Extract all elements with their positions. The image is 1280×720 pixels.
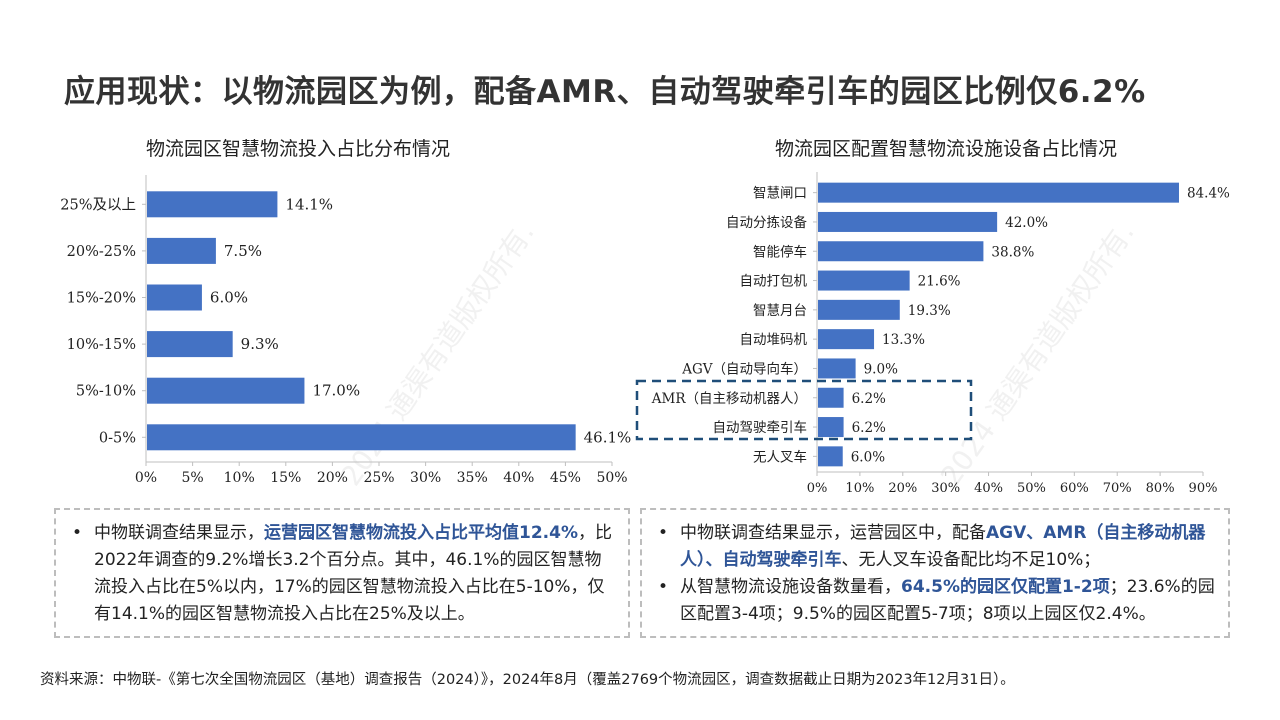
data-label: 6.0%: [851, 449, 885, 465]
data-label: 6.2%: [852, 420, 886, 436]
bar: [147, 424, 576, 451]
x-tick-label: 40%: [974, 481, 1003, 496]
x-tick-label: 0%: [807, 481, 828, 496]
bar: [147, 191, 278, 218]
data-label: 9.3%: [241, 335, 279, 353]
right-note-highlight: 64.5%的园区仅配置1-2项: [901, 577, 1110, 597]
x-tick-label: 60%: [1060, 481, 1089, 496]
data-label: 6.0%: [210, 289, 248, 307]
category-label: AMR（自主移动机器人）: [651, 391, 807, 407]
data-label: 17.0%: [312, 382, 360, 400]
bar: [147, 284, 202, 311]
left-bar-chart: 0% 5% 10% 15% 20% 25% 30% 35% 40% 45% 50% 25%及以上 14.…: [60, 175, 632, 486]
right-summary-item: 中物联调查结果显示，运营园区中，配备AGV、AMR（自主移动机器人）、自动驾驶牵…: [654, 520, 1218, 574]
bar: [818, 211, 998, 232]
data-label: 7.5%: [224, 242, 262, 260]
x-tick-label: 0%: [135, 470, 157, 486]
data-label: 46.1%: [584, 428, 632, 446]
x-tick-label: 50%: [1017, 481, 1046, 496]
data-label: 6.2%: [852, 391, 886, 407]
category-label: 15%-20%: [67, 291, 136, 307]
page-title: 应用现状：以物流园区为例，配备AMR、自动驾驶牵引车的园区比例仅6.2%: [64, 74, 1146, 110]
category-label: 智能停车: [753, 243, 807, 260]
bar: [818, 241, 984, 262]
bar: [147, 377, 305, 404]
category-label: 0-5%: [99, 430, 136, 446]
category-label: 智慧闸口: [753, 186, 807, 202]
left-chart-title: 物流园区智慧物流投入占比分布情况: [146, 138, 451, 160]
bar: [818, 417, 844, 438]
data-label: 38.8%: [991, 244, 1034, 260]
x-tick-label: 90%: [1189, 481, 1218, 496]
right-note-text: ；23.6%的园区配置3-4项；9.5%的园区配置5-7项；8项以上园区仅2.4…: [680, 577, 1215, 624]
right-summary-item: 从智慧物流设施设备数量看，64.5%的园区仅配置1-2项；23.6%的园区配置3…: [654, 574, 1218, 628]
right-summary-box: 中物联调查结果显示，运营园区中，配备AGV、AMR（自主移动机器人）、自动驾驶牵…: [640, 508, 1230, 638]
right-note-text: 、无人叉车设备配比均不足10%；: [841, 550, 1101, 570]
x-tick-label: 10%: [224, 470, 255, 486]
category-label: 自动驾驶牵引车: [713, 419, 808, 436]
right-chart-title: 物流园区配置智慧物流设施设备占比情况: [775, 138, 1118, 160]
bar: [818, 299, 900, 320]
data-label: 14.1%: [285, 195, 333, 213]
data-label: 13.3%: [882, 332, 925, 348]
right-bar-chart: 0% 10% 20% 30% 40% 50% 60% 70% 80% 90% 智慧闸口 84.4% 自动…: [635, 172, 1230, 496]
bar: [818, 329, 875, 350]
right-note-highlight: AGV、AMR（自主移动机器人）、自动驾驶牵引车: [680, 523, 1206, 570]
x-tick-label: 30%: [410, 470, 441, 486]
x-tick-label: 45%: [550, 470, 581, 486]
bar: [818, 270, 910, 291]
x-tick-label: 40%: [503, 470, 534, 486]
x-tick-label: 80%: [1146, 481, 1175, 496]
bar: [818, 446, 843, 467]
category-label: 10%-15%: [67, 337, 136, 353]
left-note-highlight: 运营园区智慧物流投入占比平均值12.4%: [264, 523, 578, 543]
x-tick-label: 20%: [317, 470, 348, 486]
category-label: 20%-25%: [67, 244, 136, 260]
x-tick-label: 10%: [845, 481, 874, 496]
category-label: 自动分拣设备: [726, 214, 807, 231]
left-note-text: ，比2022年调查的9.2%增长3.2个百分点。其中，46.1%的园区智慧物流投…: [94, 523, 612, 624]
data-label: 42.0%: [1005, 215, 1048, 231]
bar: [818, 358, 856, 379]
bar: [818, 387, 844, 408]
bar: [818, 182, 1179, 203]
bar: [147, 237, 216, 264]
x-tick-label: 50%: [596, 470, 627, 486]
data-label: 9.0%: [864, 361, 898, 377]
x-tick-label: 35%: [457, 470, 488, 486]
source-note: 资料来源：中物联-《第七次全国物流园区（基地）调查报告（2024）》，2024年…: [40, 672, 1015, 688]
highlight-box: [635, 379, 973, 441]
category-label: 25%及以上: [60, 196, 136, 213]
bar: [147, 331, 233, 358]
category-label: 5%-10%: [76, 384, 136, 400]
category-label: 自动打包机: [740, 273, 808, 290]
right-note-text: 从智慧物流设施设备数量看，: [680, 577, 901, 597]
data-label: 19.3%: [908, 303, 951, 319]
category-label: 无人叉车: [753, 448, 807, 465]
x-tick-label: 30%: [931, 481, 960, 496]
x-tick-label: 70%: [1103, 481, 1132, 496]
category-label: AGV（自动导向车）: [681, 360, 807, 377]
category-label: 自动堆码机: [740, 332, 808, 348]
category-label: 智慧月台: [753, 303, 807, 319]
right-note-text: 中物联调查结果显示，运营园区中，配备: [680, 523, 986, 543]
data-label: 84.4%: [1187, 186, 1230, 202]
left-note-text: 中物联调查结果显示，: [94, 523, 264, 543]
x-tick-label: 20%: [888, 481, 917, 496]
x-tick-label: 5%: [181, 470, 203, 486]
x-tick-label: 25%: [363, 470, 394, 486]
left-summary-box: 中物联调查结果显示，运营园区智慧物流投入占比平均值12.4%，比2022年调查的…: [54, 508, 630, 638]
x-tick-label: 15%: [270, 470, 301, 486]
left-summary-item: 中物联调查结果显示，运营园区智慧物流投入占比平均值12.4%，比2022年调查的…: [68, 520, 618, 628]
data-label: 21.6%: [918, 274, 961, 290]
